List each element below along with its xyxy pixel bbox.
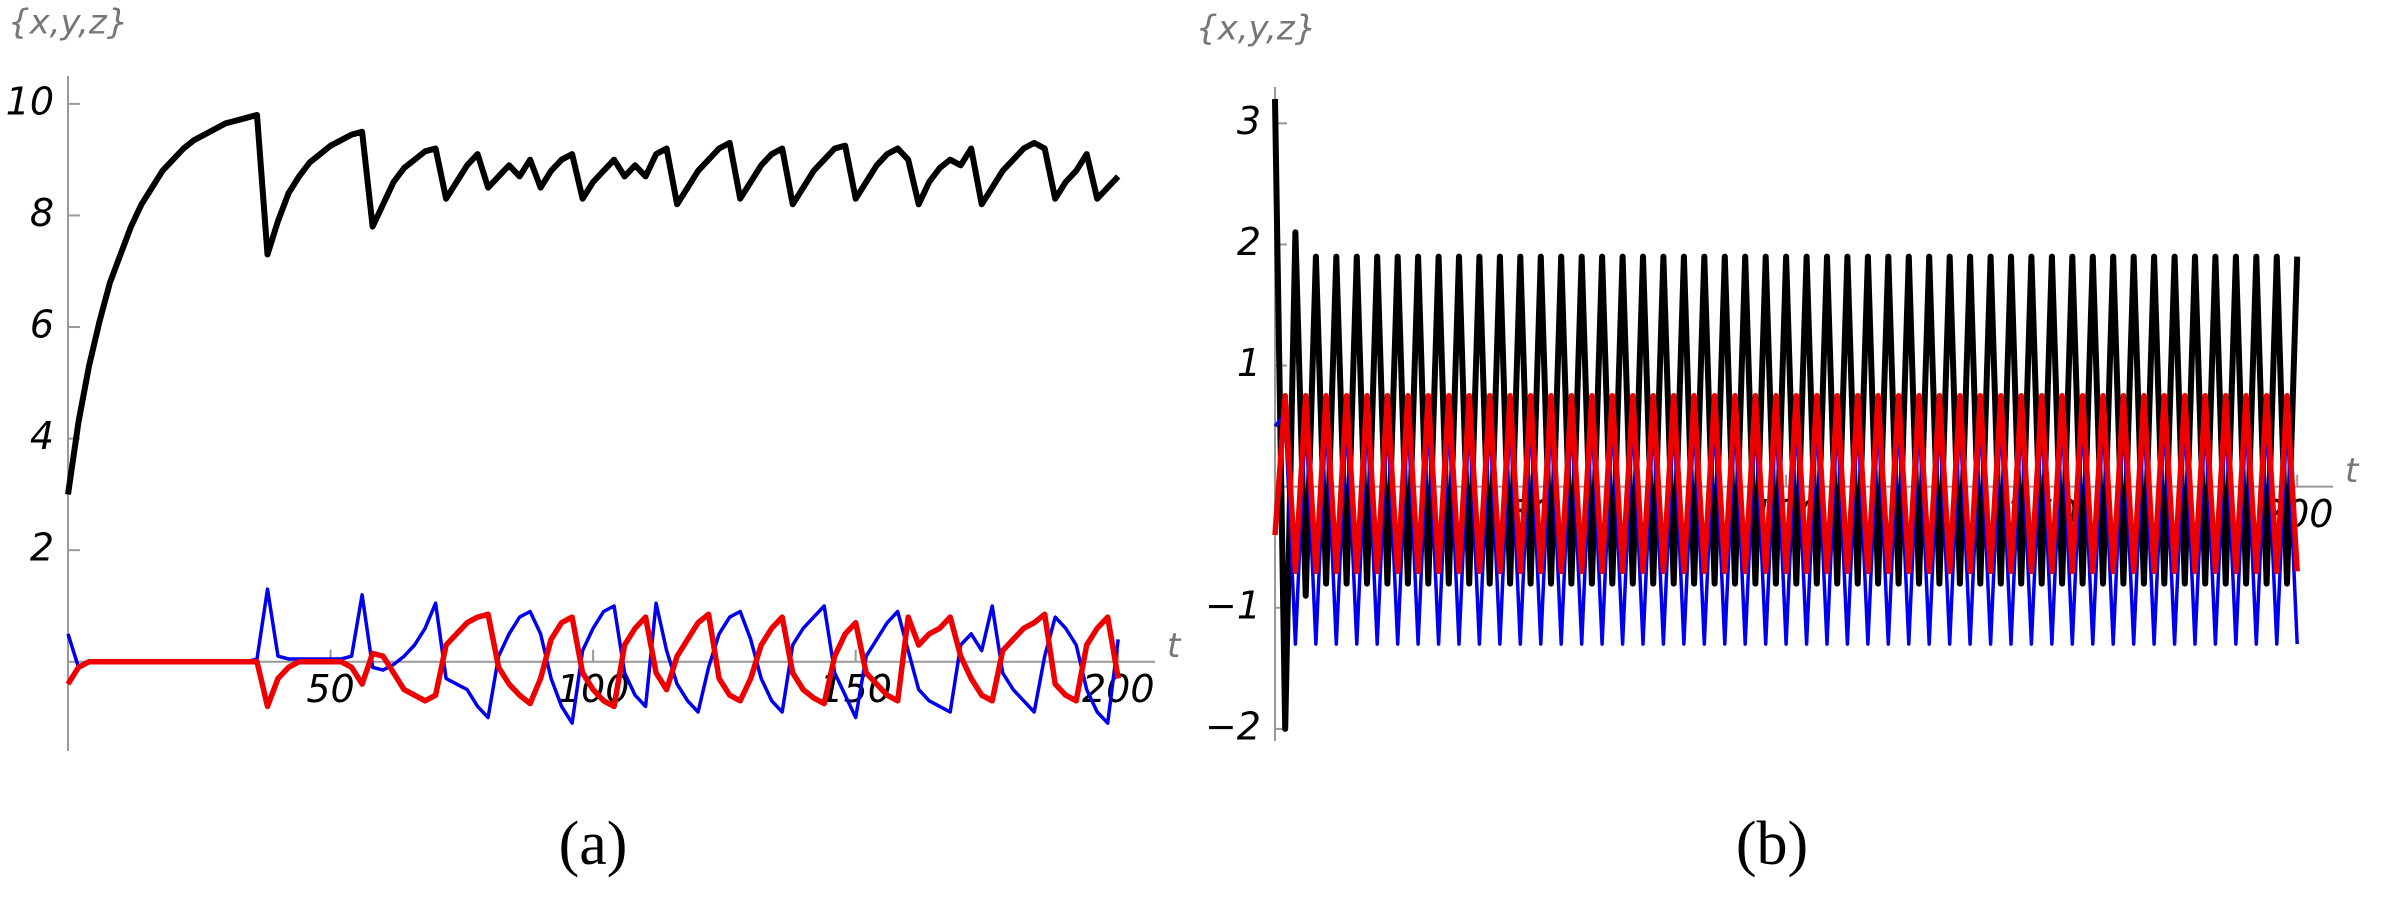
y-tick-label: 8 bbox=[30, 191, 54, 235]
y-tick-label: 1 bbox=[1237, 341, 1261, 385]
y-tick-label: −1 bbox=[1205, 583, 1261, 627]
y-tick-label: 10 bbox=[6, 79, 54, 123]
series-line bbox=[65, 611, 1121, 710]
caption: (a) bbox=[559, 810, 628, 878]
y-axis-label: {x,y,z} bbox=[8, 3, 128, 43]
x-axis-label: t bbox=[2345, 451, 2360, 491]
caption: (b) bbox=[1736, 810, 1808, 878]
y-tick-label: 2 bbox=[1237, 220, 1261, 264]
y-tick-label: −2 bbox=[1205, 704, 1261, 748]
x-axis-label: t bbox=[1167, 626, 1182, 666]
series-line bbox=[65, 112, 1121, 495]
y-tick-label: 3 bbox=[1237, 99, 1261, 143]
y-tick-label: 2 bbox=[30, 526, 54, 570]
y-axis-label: {x,y,z} bbox=[1196, 9, 1316, 49]
y-tick-label: 4 bbox=[30, 414, 54, 458]
x-tick-label: 50 bbox=[306, 667, 354, 711]
y-tick-label: 6 bbox=[30, 303, 54, 347]
series-line bbox=[1272, 393, 2300, 575]
